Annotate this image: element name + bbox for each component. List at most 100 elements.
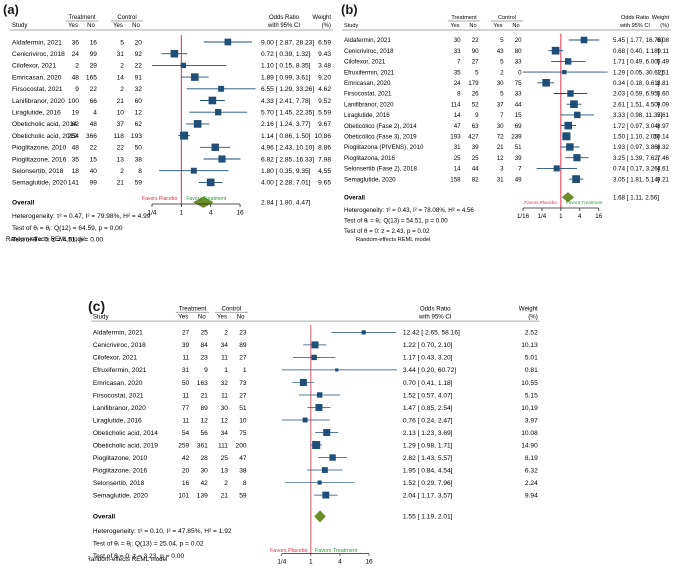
study-box xyxy=(321,467,328,473)
control-yes-count: 22 xyxy=(117,145,125,152)
control-yes-count: 12 xyxy=(497,155,504,162)
treatment-no-count: 82 xyxy=(472,176,479,183)
treatment-no-count: 63 xyxy=(472,123,479,130)
control-no-count: 0 xyxy=(518,69,522,76)
treatment-no-count: 5 xyxy=(475,69,479,76)
odds-ratio-value: 1.93 [ 0.97, 3.86] xyxy=(613,144,660,151)
odds-ratio-value: 3.44 [ 0.20, 60.72] xyxy=(403,367,456,374)
control-no-count: 8 xyxy=(138,168,142,175)
treatment-yes-count: 36 xyxy=(72,39,80,46)
header-control: Control xyxy=(117,15,136,21)
treatment-no-count: 42 xyxy=(200,480,208,487)
control-yes-count: 31 xyxy=(117,51,125,58)
study-box xyxy=(311,354,317,361)
study-box xyxy=(317,480,322,485)
study-label: Pioglitazone, 2010 xyxy=(93,455,148,462)
control-no-count: 51 xyxy=(239,405,247,412)
control-no-count: 10 xyxy=(239,417,247,424)
study-box xyxy=(208,96,217,105)
treatment-no-count: 22 xyxy=(90,86,98,93)
study-box xyxy=(170,49,179,58)
control-no-count: 59 xyxy=(135,180,143,187)
control-yes-count: 14 xyxy=(117,74,125,81)
control-yes-count: 34 xyxy=(221,342,229,349)
overall-odds-ratio: 1.68 [ 1.11, 2.56] xyxy=(613,194,659,201)
control-yes-count: 37 xyxy=(117,121,125,128)
control-yes-count: 11 xyxy=(221,392,228,399)
odds-ratio-value: 0.72 [ 0.39, 1.32] xyxy=(261,51,311,58)
treatment-no-count: 15 xyxy=(90,156,98,163)
odds-ratio-value: 1.10 [ 0.15, 8.35] xyxy=(261,63,311,70)
x-tick-label: 1/4 xyxy=(277,558,287,565)
treatment-no-count: 99 xyxy=(90,51,98,58)
weight-value: 2.24 xyxy=(525,480,538,487)
heterogeneity-stat: Heterogeneity: τ² = 0.10, I² = 47.85%, H… xyxy=(93,528,232,535)
study-box xyxy=(218,85,225,92)
study-box xyxy=(311,341,319,349)
study-label: Semaglutide, 2020 xyxy=(12,180,67,187)
treatment-yes-count: 35 xyxy=(454,69,461,76)
treatment-no-count: 361 xyxy=(197,442,208,449)
control-no-count: 15 xyxy=(515,112,522,119)
weight-value: 8.32 xyxy=(657,144,670,151)
study-label: Lanifibranor, 2020 xyxy=(93,405,146,412)
treatment-no-count: 29 xyxy=(90,63,98,70)
control-yes-count: 5 xyxy=(500,59,504,66)
header-weight: Weight xyxy=(652,15,670,21)
odds-ratio-value: 1.29 [ 0.05, 30.62] xyxy=(613,69,663,76)
control-yes-count: 21 xyxy=(497,144,504,151)
treatment-no-count: 44 xyxy=(472,166,479,173)
weight-value: 2.52 xyxy=(525,330,538,337)
study-box xyxy=(215,109,222,116)
control-no-count: 38 xyxy=(135,156,143,163)
control-yes-count: 13 xyxy=(117,156,125,163)
treatment-yes-count: 30 xyxy=(454,37,461,44)
control-yes-count: 2 xyxy=(500,69,504,76)
weight-value: 3.97 xyxy=(525,417,538,424)
header-odds-ratio: Odds Ratio xyxy=(269,15,300,21)
study-box xyxy=(567,90,574,97)
treatment-no-count: 23 xyxy=(200,355,208,362)
control-no-count: 69 xyxy=(515,123,522,130)
treatment-no-count: 99 xyxy=(90,180,98,187)
odds-ratio-value: 1.89 [ 0.99, 3.61] xyxy=(261,74,311,81)
header-treatment-yes: Yes xyxy=(450,23,459,29)
treatment-yes-count: 254 xyxy=(68,133,79,140)
header-control: Control xyxy=(498,15,516,21)
favors-treatment-label: Favors Treatment xyxy=(315,548,358,554)
control-yes-count: 2 xyxy=(120,63,124,70)
control-no-count: 51 xyxy=(515,144,522,151)
weight-value: 9.52 xyxy=(318,98,331,105)
control-yes-count: 30 xyxy=(497,123,504,130)
test-theta-zero: Test of θ = 0: z = 4.51, p = 0.00 xyxy=(12,236,103,243)
weight-value: 3.48 xyxy=(318,63,331,70)
weight-value: 8.81 xyxy=(657,80,670,87)
study-label: Aldafermin, 2021 xyxy=(344,37,391,44)
model-note: Random-effects REML model xyxy=(356,237,430,243)
weight-value: 9.20 xyxy=(318,74,331,81)
control-no-count: 50 xyxy=(135,145,143,152)
odds-ratio-value: 5.45 [ 1.77, 16.78] xyxy=(613,37,663,44)
forest-plot-b-svg: Treatment Control Study Yes No Yes No Odds Rati… xyxy=(342,15,671,243)
header-weight: Weight xyxy=(312,15,331,21)
control-no-count: 59 xyxy=(239,492,247,499)
study-box xyxy=(316,392,323,398)
weight-value: 8.86 xyxy=(318,145,331,152)
weight-value: 5.01 xyxy=(525,355,538,362)
weight-value: 9.65 xyxy=(318,180,331,187)
odds-ratio-value: 6.82 [ 2.85, 16.33] xyxy=(261,156,314,163)
header-control-yes: Yes xyxy=(113,23,123,29)
treatment-yes-count: 47 xyxy=(454,123,461,130)
study-label: Liraglutide, 2016 xyxy=(344,112,390,119)
treatment-yes-count: 7 xyxy=(457,59,461,66)
x-tick-label: 4 xyxy=(209,210,213,217)
treatment-yes-count: 20 xyxy=(182,467,190,474)
treatment-yes-count: 54 xyxy=(182,430,190,437)
study-label: Efruxifermin, 2021 xyxy=(344,69,395,76)
header-treatment: Treatment xyxy=(451,15,477,21)
control-no-count: 23 xyxy=(239,330,247,337)
treatment-yes-count: 18 xyxy=(72,168,80,175)
treatment-no-count: 28 xyxy=(200,455,208,462)
study-box xyxy=(551,46,560,55)
study-box xyxy=(315,403,323,411)
